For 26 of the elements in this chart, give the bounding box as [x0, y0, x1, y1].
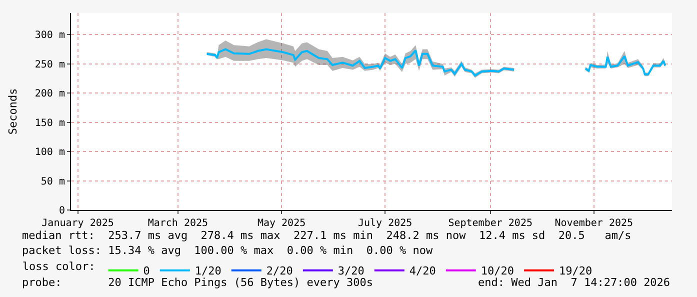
x-tick-label: March 2025: [148, 218, 208, 229]
legend-label: 10/20: [480, 264, 514, 278]
x-tick-label: January 2025: [42, 218, 114, 229]
x-tick-label: May 2025: [257, 218, 306, 229]
legend-label: 1/20: [194, 264, 222, 278]
y-tick-label: 0: [58, 206, 65, 216]
legend-title: loss color:: [22, 260, 96, 274]
text: probe: 20 ICMP Echo Pings (56 Bytes) every 300s: [22, 276, 373, 289]
x-tick-label: July 2025: [358, 218, 412, 229]
y-tick-label: 50 m: [40, 176, 65, 188]
y-tick-label: 100 m: [34, 147, 65, 158]
text: end: Wed Jan 7 14:27:00 2026: [478, 276, 670, 289]
y-axis-title: Seconds: [6, 88, 20, 135]
x-tick-label: November 2025: [554, 218, 634, 229]
text: median rtt: 253.7 ms avg 278.4 ms max 227.1 ms min 248.2 ms now 12.4 ms sd 20.5 am/s: [22, 229, 632, 242]
legend-label: 3/20: [338, 264, 364, 278]
legend-label: 0: [143, 264, 150, 278]
x-tick-label: September 2025: [448, 218, 532, 229]
y-tick-label: 200 m: [34, 88, 65, 100]
y-tick-label: 150 m: [34, 118, 65, 129]
y-tick-label: 250 m: [34, 59, 65, 70]
y-tick-label: 300 m: [34, 30, 65, 42]
legend-label: 4/20: [409, 264, 436, 278]
legend-label: 2/20: [266, 264, 293, 278]
legend-label: 19/20: [559, 264, 592, 278]
text: packet loss: 15.34 % avg 100.00 % max 0.00 % min 0.00 % now: [22, 244, 433, 257]
